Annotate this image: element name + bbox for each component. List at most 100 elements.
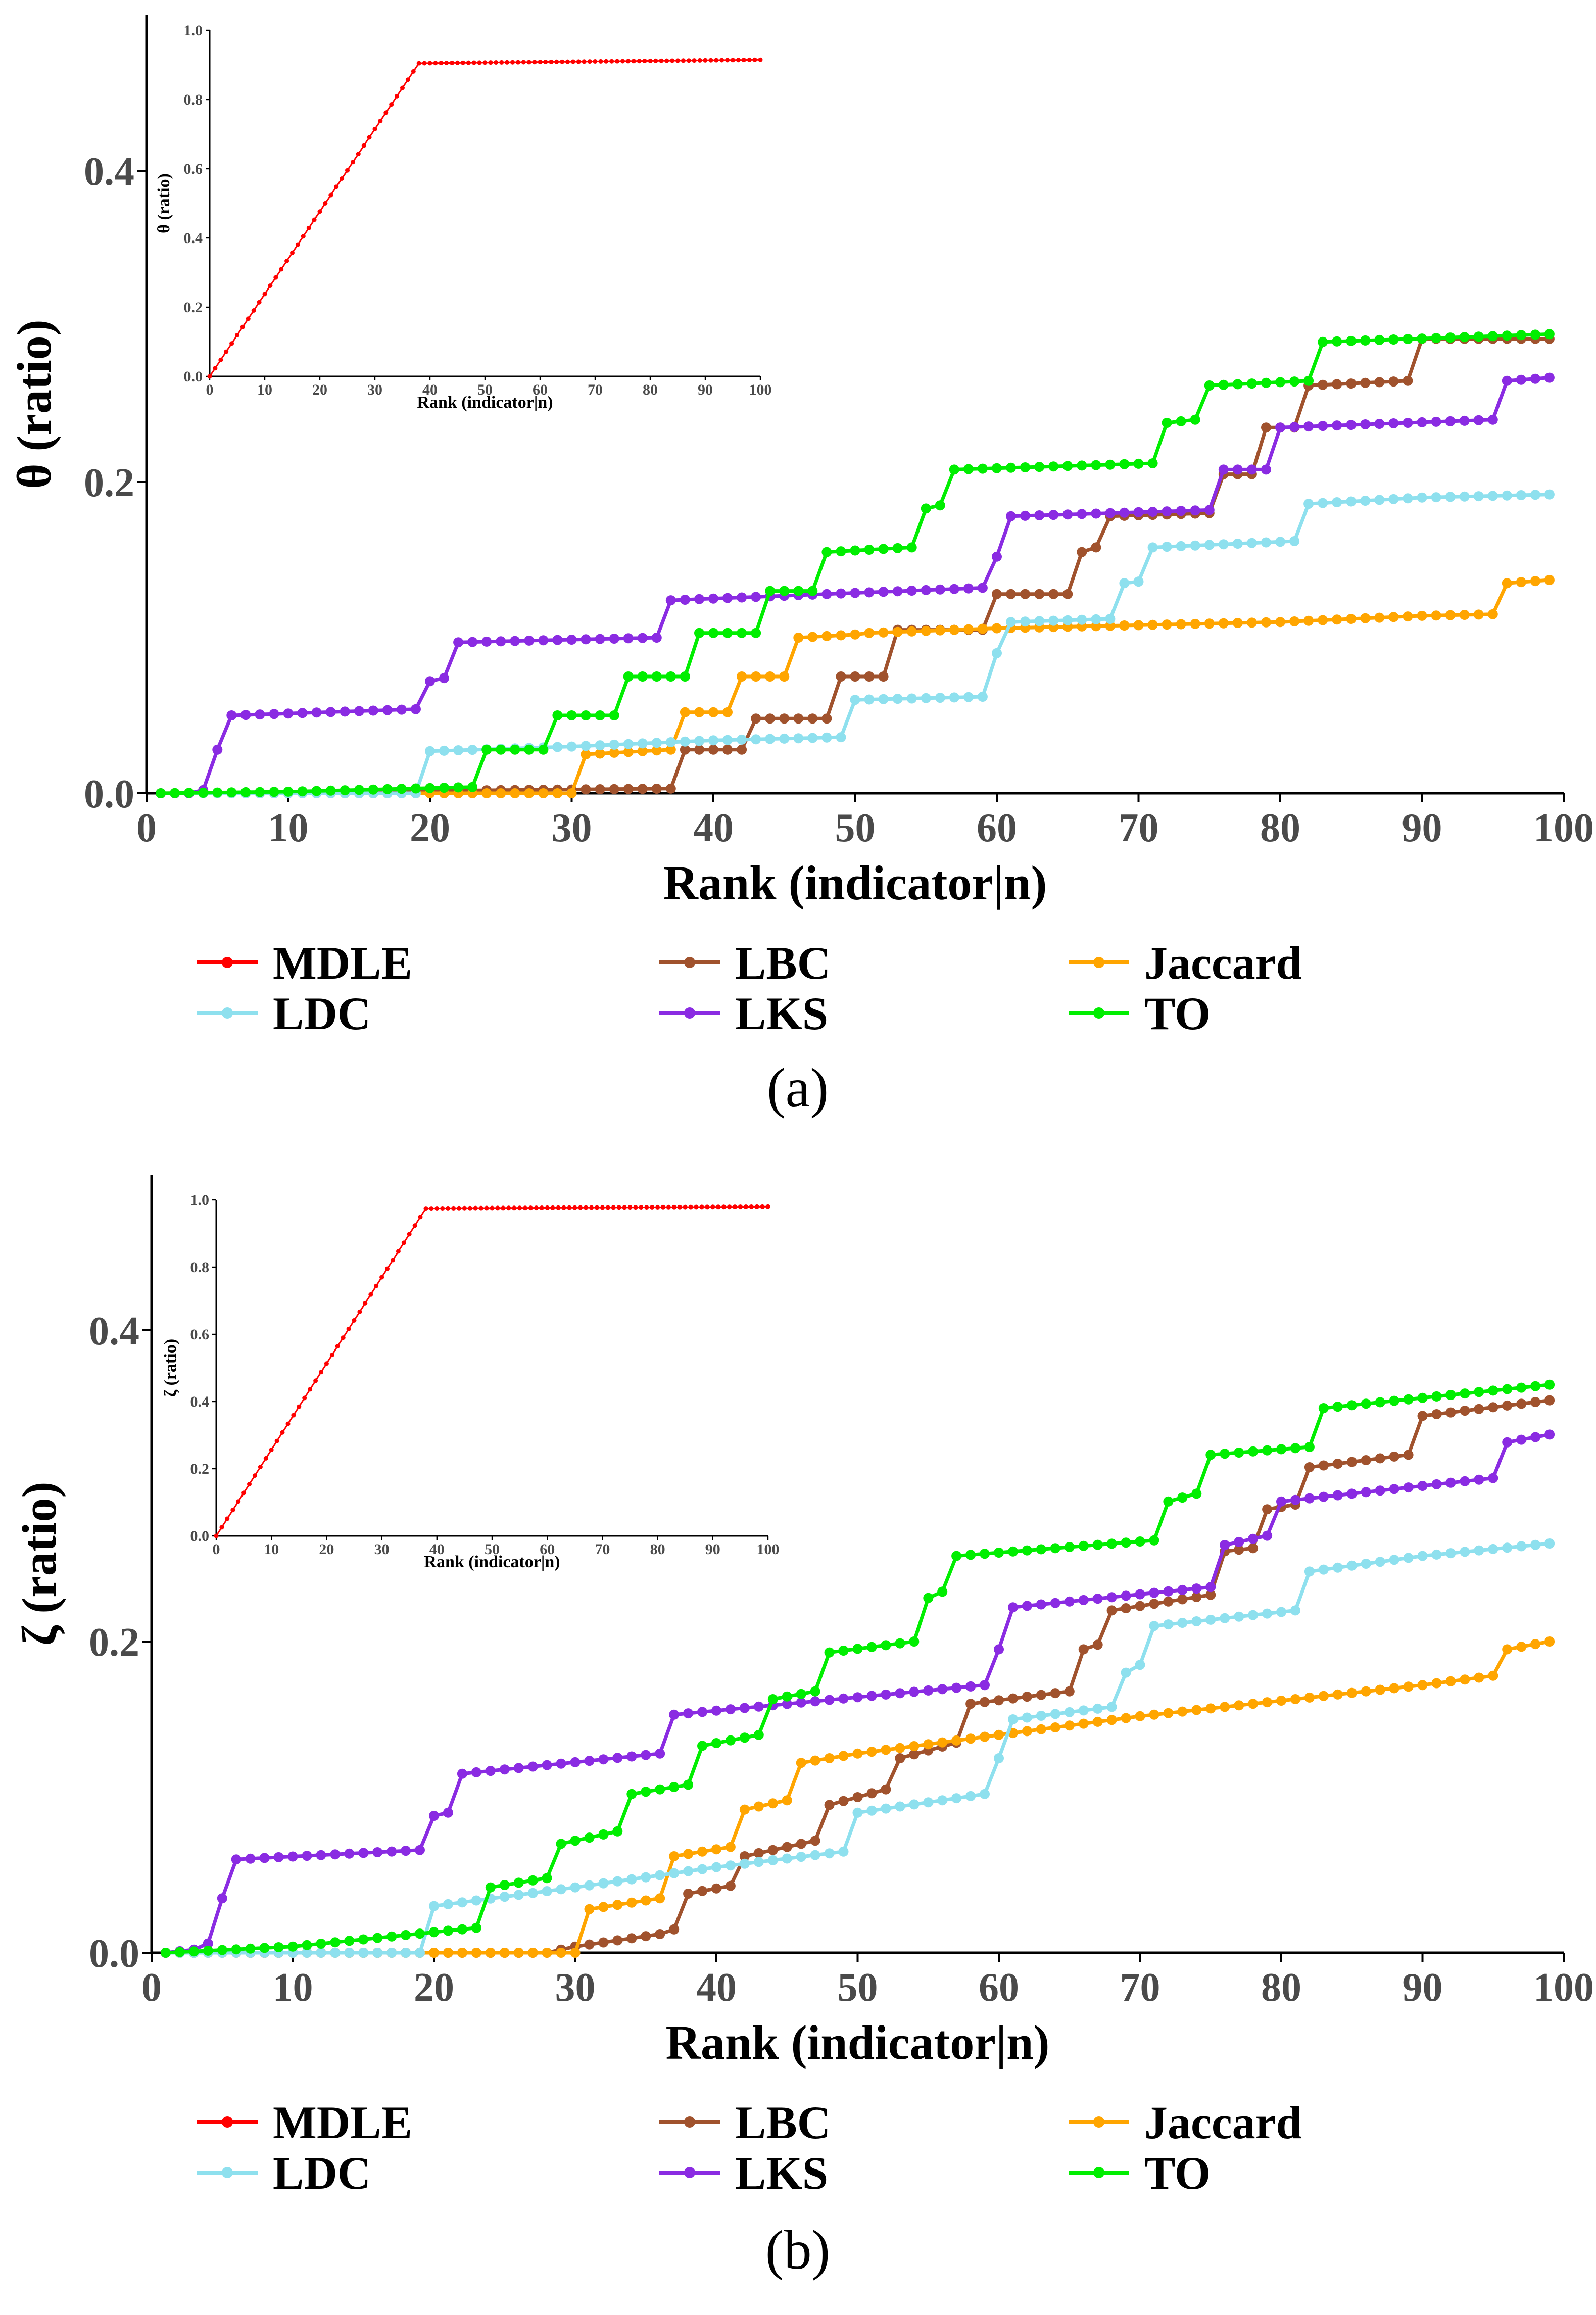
main-point-jaccard bbox=[951, 1735, 962, 1746]
main-point-jaccard bbox=[1050, 1722, 1060, 1732]
main-point-lbc bbox=[1474, 1404, 1484, 1414]
main-point-lks bbox=[297, 708, 308, 718]
main-point-to bbox=[1204, 380, 1215, 391]
main-point-to bbox=[1234, 1448, 1244, 1458]
main-point-ldc bbox=[992, 648, 1002, 658]
inset-point-mdle bbox=[280, 1430, 285, 1435]
main-point-to bbox=[1388, 334, 1399, 345]
main-point-ldc bbox=[935, 693, 945, 703]
main-point-jaccard bbox=[471, 1948, 481, 1958]
inset-point-mdle bbox=[412, 1223, 417, 1228]
main-point-jaccard bbox=[513, 1948, 524, 1958]
main-point-lbc bbox=[852, 1792, 863, 1802]
main-point-ldc bbox=[595, 740, 605, 751]
main-point-to bbox=[1530, 1381, 1541, 1391]
main-point-lbc bbox=[836, 671, 846, 682]
main-point-lks bbox=[1473, 415, 1484, 425]
main-point-ldc bbox=[1262, 1608, 1273, 1619]
main-point-lbc bbox=[1332, 1459, 1343, 1469]
main-point-to bbox=[1516, 330, 1526, 341]
main-point-lks bbox=[821, 589, 832, 599]
main-point-jaccard bbox=[1388, 612, 1399, 622]
main-point-jaccard bbox=[481, 788, 492, 798]
main-point-ldc bbox=[1417, 1551, 1428, 1561]
main-point-jaccard bbox=[552, 788, 563, 798]
main-point-to bbox=[425, 783, 435, 793]
main-point-ldc bbox=[680, 736, 690, 747]
inset-point-mdle bbox=[218, 357, 223, 362]
legend-item-ldc: LDC bbox=[197, 2147, 371, 2199]
inset-point-mdle bbox=[434, 1206, 440, 1211]
main-point-lks bbox=[852, 1692, 863, 1703]
main-point-lks bbox=[527, 1761, 538, 1772]
main-point-jaccard bbox=[1218, 618, 1229, 629]
inset-point-mdle bbox=[482, 60, 488, 65]
inset-point-mdle bbox=[727, 1204, 732, 1210]
inset-y-tick-label: 0.8 bbox=[190, 1259, 210, 1276]
main-point-ldc bbox=[1147, 542, 1158, 553]
legend-item-lks: LKS bbox=[659, 988, 828, 1039]
main-point-lks bbox=[1191, 1583, 1202, 1594]
main-point-jaccard bbox=[1190, 618, 1200, 629]
inset-point-mdle bbox=[291, 1413, 296, 1418]
main-x-tick-label: 30 bbox=[552, 806, 592, 850]
inset-point-mdle bbox=[335, 1344, 340, 1349]
inset-x-tick-label: 40 bbox=[429, 1541, 445, 1558]
main-point-ldc bbox=[542, 1886, 552, 1896]
main-point-lbc bbox=[694, 744, 704, 755]
main-point-ldc bbox=[1403, 1553, 1414, 1563]
main-x-tick-label: 20 bbox=[410, 806, 450, 850]
main-x-axis-title: Rank (indicator|n) bbox=[666, 2015, 1050, 2069]
main-point-ldc bbox=[881, 1803, 891, 1814]
main-point-ldc bbox=[429, 1901, 439, 1911]
main-point-jaccard bbox=[751, 671, 761, 682]
inset-point-mdle bbox=[495, 1205, 500, 1211]
main-point-to bbox=[542, 1873, 552, 1884]
main-point-lks bbox=[1064, 1596, 1075, 1607]
main-point-lks bbox=[443, 1807, 453, 1818]
main-point-to bbox=[1133, 458, 1144, 469]
main-point-to bbox=[836, 546, 846, 557]
main-y-tick-label: 0.0 bbox=[84, 772, 134, 816]
main-point-to bbox=[439, 783, 449, 793]
main-x-tick-label: 50 bbox=[838, 1965, 878, 2010]
main-point-jaccard bbox=[1119, 620, 1130, 631]
main-point-lbc bbox=[824, 1800, 835, 1810]
main-point-to bbox=[1220, 1449, 1230, 1459]
main-point-ldc bbox=[330, 1948, 341, 1958]
main-point-to bbox=[368, 784, 378, 795]
main-point-lks bbox=[1248, 1533, 1259, 1544]
main-point-ldc bbox=[782, 1853, 792, 1864]
main-x-tick-label: 70 bbox=[1119, 806, 1159, 850]
legend-marker-to bbox=[1093, 2167, 1104, 2178]
main-point-jaccard bbox=[753, 1801, 764, 1812]
inset-point-mdle bbox=[688, 1204, 693, 1210]
inset-point-mdle bbox=[570, 59, 575, 64]
inset-point-mdle bbox=[471, 60, 476, 65]
main-point-ldc bbox=[1473, 491, 1484, 502]
main-point-lks bbox=[951, 1682, 962, 1693]
main-point-jaccard bbox=[949, 624, 959, 635]
main-point-to bbox=[1022, 1545, 1032, 1556]
main-point-lks bbox=[1290, 1494, 1300, 1505]
main-point-lbc bbox=[1077, 547, 1087, 557]
main-point-ldc bbox=[994, 1753, 1004, 1763]
main-point-ldc bbox=[906, 693, 917, 704]
main-point-to bbox=[1062, 461, 1073, 471]
main-point-lks bbox=[255, 709, 265, 720]
main-point-to bbox=[302, 1940, 312, 1950]
main-point-to bbox=[1516, 1382, 1527, 1393]
main-point-jaccard bbox=[1176, 619, 1186, 630]
main-point-lbc bbox=[1361, 1455, 1371, 1465]
main-point-jaccard bbox=[429, 1948, 439, 1958]
main-point-ldc bbox=[623, 739, 634, 749]
inset-x-tick-label: 80 bbox=[650, 1541, 665, 1558]
main-point-lks bbox=[626, 1751, 637, 1762]
main-point-to bbox=[566, 710, 577, 720]
main-point-ldc bbox=[683, 1866, 694, 1876]
main-point-lbc bbox=[782, 1842, 792, 1852]
inset-point-mdle bbox=[650, 1204, 655, 1210]
main-point-jaccard bbox=[1403, 1681, 1414, 1692]
inset-y-axis-title: θ (ratio) bbox=[155, 173, 173, 233]
main-point-ldc bbox=[824, 1848, 835, 1859]
